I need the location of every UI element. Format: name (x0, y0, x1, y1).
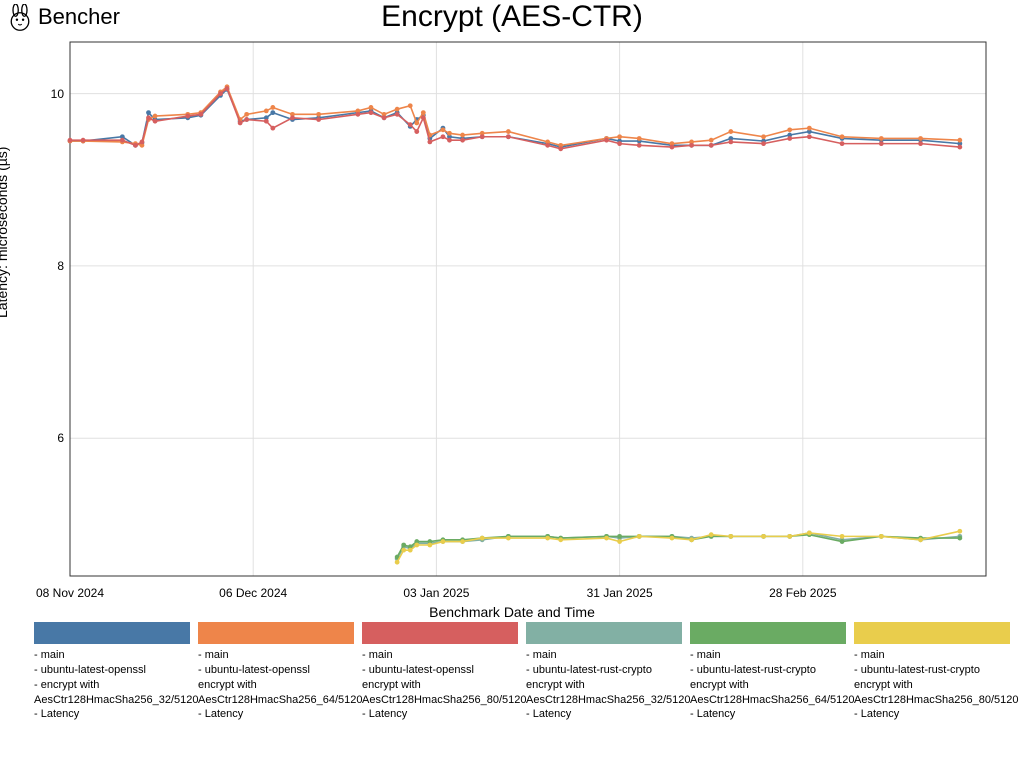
legend-swatch (34, 622, 190, 644)
legend-item: - main- ubuntu-latest-openssl- encrypt w… (34, 622, 198, 722)
legend-swatch (526, 622, 682, 644)
legend-text: - main (34, 648, 198, 663)
legend-text: - encrypt with AesCtr128HmacSha256_32/51… (34, 678, 198, 708)
x-tick: 06 Dec 2024 (219, 586, 287, 600)
y-tick: 8 (40, 259, 64, 273)
line-chart (0, 36, 1024, 596)
y-tick: 6 (40, 431, 64, 445)
legend-text: - Latency (690, 707, 854, 722)
legend-text: - ubuntu-latest-rust-crypto (690, 663, 854, 678)
legend-item: - main- ubuntu-latest-rust-cryptoencrypt… (690, 622, 854, 722)
legend: - main- ubuntu-latest-openssl- encrypt w… (34, 622, 1024, 722)
chart-area (0, 36, 1024, 596)
legend-text: - ubuntu-latest-rust-crypto (526, 663, 690, 678)
legend-text: - ubuntu-latest-openssl (362, 663, 526, 678)
legend-text: encrypt with AesCtr128HmacSha256_80/5120 (362, 678, 526, 708)
legend-text: - ubuntu-latest-openssl (198, 663, 362, 678)
legend-item: - main- ubuntu-latest-rust-cryptoencrypt… (854, 622, 1018, 722)
legend-text: encrypt with AesCtr128HmacSha256_64/5120 (198, 678, 362, 708)
page-title: Encrypt (AES-CTR) (0, 0, 1024, 34)
legend-text: - Latency (854, 707, 1018, 722)
y-tick: 10 (40, 87, 64, 101)
legend-swatch (854, 622, 1010, 644)
legend-text: - Latency (362, 707, 526, 722)
legend-text: - main (526, 648, 690, 663)
x-tick: 31 Jan 2025 (587, 586, 653, 600)
legend-text: - Latency (34, 707, 198, 722)
legend-text: - main (690, 648, 854, 663)
legend-text: - ubuntu-latest-rust-crypto (854, 663, 1018, 678)
x-tick: 03 Jan 2025 (403, 586, 469, 600)
y-axis-label: Latency: microseconds (µs) (0, 147, 10, 318)
legend-text: - Latency (198, 707, 362, 722)
x-axis-label: Benchmark Date and Time (0, 604, 1024, 620)
legend-text: - main (198, 648, 362, 663)
legend-text: - ubuntu-latest-openssl (34, 663, 198, 678)
legend-item: - main- ubuntu-latest-rust-cryptoencrypt… (526, 622, 690, 722)
legend-swatch (690, 622, 846, 644)
x-tick: 28 Feb 2025 (769, 586, 836, 600)
legend-swatch (362, 622, 518, 644)
legend-swatch (198, 622, 354, 644)
legend-text: - main (362, 648, 526, 663)
legend-item: - main- ubuntu-latest-opensslencrypt wit… (362, 622, 526, 722)
legend-text: - Latency (526, 707, 690, 722)
legend-text: - main (854, 648, 1018, 663)
legend-text: encrypt with AesCtr128HmacSha256_64/5120 (690, 678, 854, 708)
legend-text: encrypt with AesCtr128HmacSha256_32/5120 (526, 678, 690, 708)
legend-text: encrypt with AesCtr128HmacSha256_80/5120 (854, 678, 1018, 708)
legend-item: - main- ubuntu-latest-opensslencrypt wit… (198, 622, 362, 722)
x-tick: 08 Nov 2024 (36, 586, 104, 600)
header: Bencher Encrypt (AES-CTR) (0, 0, 1024, 36)
